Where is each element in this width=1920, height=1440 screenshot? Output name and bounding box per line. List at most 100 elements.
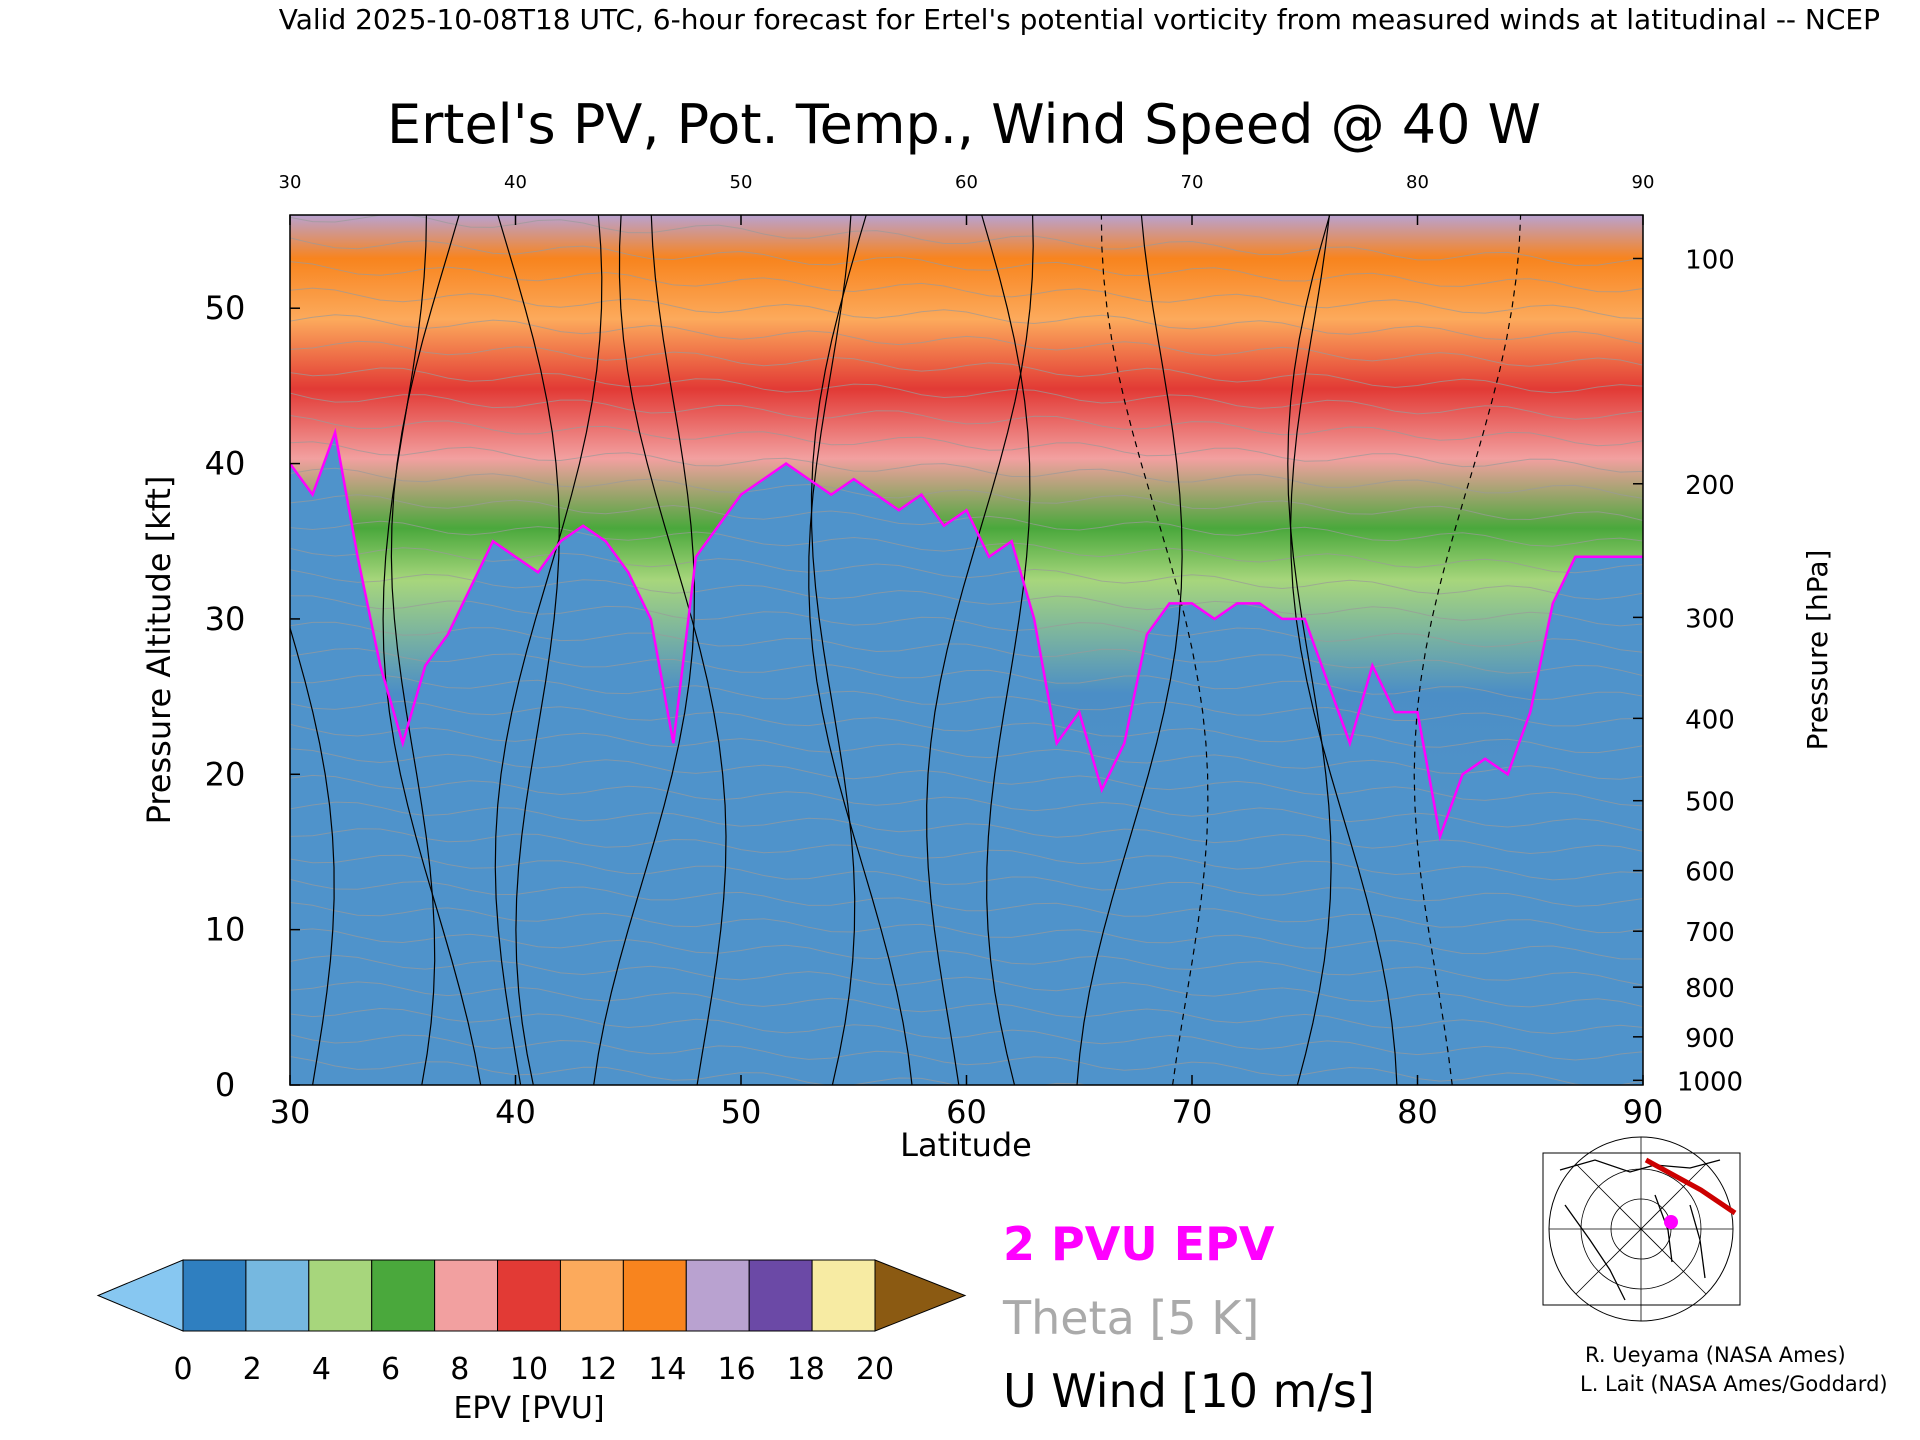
legend: 2 PVU EPV Theta [5 K] U Wind [10 m/s] [1002, 1217, 1375, 1418]
x-axis-label: Latitude [900, 1126, 1032, 1164]
legend-pv: 2 PVU EPV [1003, 1217, 1275, 1271]
x-tick-label: 40 [495, 1093, 536, 1131]
credit-line-1: R. Ueyama (NASA Ames) [1585, 1343, 1846, 1367]
theta-contour [290, 415, 1643, 473]
wind-contour [1100, 215, 1209, 1085]
x-tick-label: 90 [1623, 1093, 1664, 1131]
colorbar-tick-label: 14 [648, 1352, 686, 1387]
colorbar-swatch [182, 1259, 247, 1332]
theta-contour [290, 237, 1643, 293]
wind-contour [494, 215, 603, 1085]
colorbar-tick-label: 8 [450, 1352, 469, 1387]
theta-contour [290, 367, 1643, 420]
colorbar-label: EPV [PVU] [453, 1391, 604, 1426]
x-tick-label: 70 [1172, 1093, 1213, 1131]
top-tick-label: 40 [504, 172, 527, 193]
theta-contours [290, 215, 1643, 1085]
theta-contour [290, 981, 1643, 1035]
legend-wind: U Wind [10 m/s] [1003, 1364, 1375, 1418]
colorbar-tick-label: 10 [510, 1352, 548, 1387]
wind-contour [1289, 215, 1398, 1085]
wind-contour [618, 215, 727, 1085]
colorbar-tick-label: 18 [787, 1352, 825, 1387]
colorbar-swatch [434, 1259, 499, 1332]
top-tick-label: 70 [1181, 172, 1204, 193]
credit-line-2: L. Lait (NASA Ames/Goddard) [1580, 1372, 1888, 1396]
wind-contour [808, 215, 913, 1085]
wind-contour [593, 215, 696, 1085]
x-tick-label: 80 [1397, 1093, 1438, 1131]
theta-contour [290, 700, 1643, 754]
pressure-tick-label: 600 [1685, 858, 1735, 888]
theta-contour [290, 902, 1643, 960]
wind-contours [290, 215, 1522, 1085]
theta-contour [290, 828, 1643, 881]
colorbar-tick-label: 20 [856, 1352, 894, 1387]
theta-contour [290, 954, 1643, 1008]
theta-contour [290, 261, 1643, 319]
wind-contour [1413, 215, 1522, 1085]
theta-contour [290, 854, 1643, 907]
location-map [1542, 1136, 1741, 1322]
theta-contour [290, 647, 1643, 701]
colorbar-swatch [497, 1259, 561, 1332]
top-tick-label: 50 [730, 172, 753, 193]
y-tick-label: 30 [205, 600, 246, 638]
theta-contour [290, 928, 1643, 986]
y-tick-label: 0 [215, 1066, 235, 1104]
colorbar-over-triangle [874, 1259, 967, 1332]
theta-contour [290, 595, 1643, 653]
pressure-tick-label: 400 [1685, 705, 1735, 735]
pressure-tick-label: 1000 [1677, 1067, 1743, 1097]
colorbar-tick-label: 2 [243, 1352, 262, 1387]
colorbar-swatch [371, 1259, 436, 1332]
colorbar-tick-label: 4 [312, 1352, 331, 1387]
theta-contour [290, 392, 1643, 447]
theta-contour [290, 774, 1643, 832]
theta-contour [290, 621, 1643, 677]
theta-contour [290, 1056, 1089, 1085]
x-tick-label: 30 [270, 1093, 311, 1131]
top-tick-label: 90 [1632, 172, 1655, 193]
theta-contour [290, 340, 1643, 394]
y-tick-label: 20 [205, 755, 246, 793]
top-tick-label: 60 [955, 172, 978, 193]
theta-contour [290, 287, 1643, 345]
top-tick-label: 30 [279, 172, 302, 193]
theta-contour [290, 723, 1643, 780]
theta-contour [290, 674, 1643, 727]
pressure-tick-label: 700 [1685, 918, 1735, 948]
colorbar-swatch [748, 1259, 813, 1332]
colorbar-tick-label: 0 [173, 1352, 192, 1387]
pressure-tick-label: 300 [1685, 604, 1735, 634]
y-axis-label-left: Pressure Altitude [kft] [140, 476, 178, 825]
plot-area [290, 215, 1643, 1085]
theta-contour [290, 520, 1643, 574]
theta-contour [290, 878, 1643, 934]
y-tick-label: 10 [205, 911, 246, 949]
wind-contour [382, 215, 482, 1085]
theta-contour [290, 494, 1643, 547]
colorbar-tick-label: 12 [579, 1352, 617, 1387]
colorbar-swatch [559, 1259, 624, 1332]
colorbar: 0 2 4 6 8 10 12 14 16 18 20 [96, 1259, 967, 1387]
pressure-tick-label: 800 [1685, 974, 1735, 1004]
y-tick-label: 40 [205, 445, 246, 483]
wind-contour [390, 215, 460, 1085]
y-tick-label: 50 [205, 289, 246, 327]
colorbar-swatch [811, 1259, 876, 1332]
wind-contour [926, 215, 1034, 1085]
colorbar-swatch [308, 1259, 373, 1332]
top-tick-label: 80 [1406, 172, 1429, 193]
theta-contour [290, 441, 1643, 499]
colorbar-swatch [685, 1259, 750, 1332]
valid-time-header: Valid 2025-10-08T18 UTC, 6-hour forecast… [279, 3, 1880, 36]
theta-contour [290, 569, 1643, 627]
pressure-tick-label: 500 [1685, 788, 1735, 818]
wind-contour [810, 215, 867, 1085]
colorbar-swatch [622, 1259, 687, 1332]
colorbar-tick-label: 16 [718, 1352, 756, 1387]
wind-contour [981, 215, 1031, 1085]
